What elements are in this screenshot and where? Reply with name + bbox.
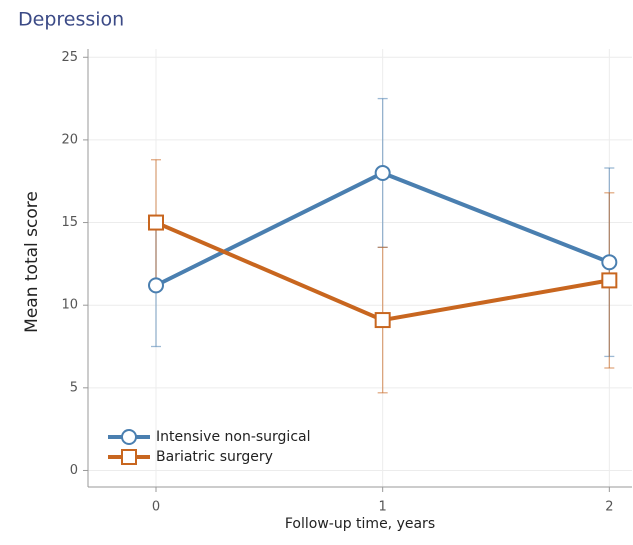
y-axis-label: Mean total score — [22, 191, 42, 333]
y-tick-label: 25 — [61, 50, 78, 65]
legend-label: Intensive non-surgical — [156, 429, 311, 445]
x-tick-label: 0 — [152, 500, 160, 515]
y-tick-label: 5 — [70, 380, 78, 395]
y-tick-label: 10 — [61, 298, 78, 313]
x-tick-label: 1 — [379, 500, 387, 515]
marker — [374, 164, 391, 181]
y-tick-label: 0 — [70, 463, 78, 478]
x-tick-label: 2 — [605, 500, 613, 515]
y-tick-label: 15 — [61, 215, 78, 230]
marker — [601, 272, 618, 289]
chart-title: Depression — [18, 9, 124, 31]
legend-marker — [121, 449, 137, 465]
y-tick-label: 20 — [61, 132, 78, 147]
marker — [148, 214, 164, 231]
marker — [374, 312, 391, 329]
x-axis-label: Follow-up time, years — [285, 516, 435, 532]
legend-marker — [121, 429, 137, 445]
marker — [148, 277, 164, 294]
legend-label: Bariatric surgery — [156, 449, 273, 465]
marker — [601, 254, 618, 271]
